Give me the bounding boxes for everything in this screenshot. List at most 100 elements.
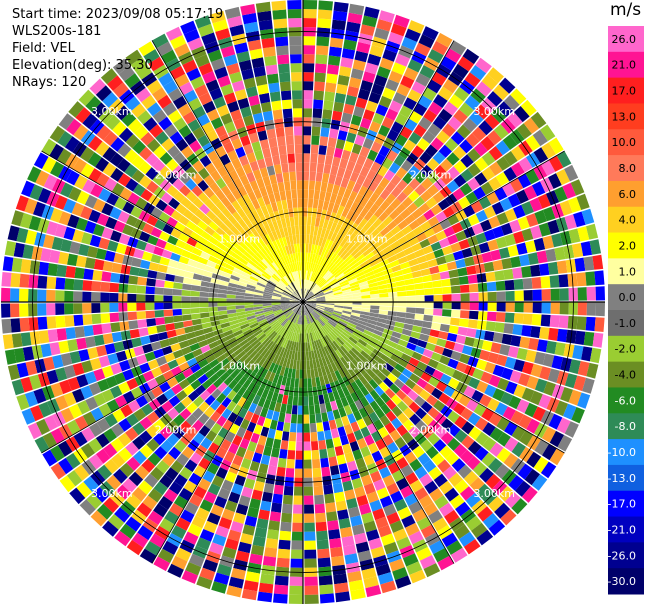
gate	[294, 135, 303, 145]
gate	[90, 183, 104, 198]
gate	[330, 330, 339, 339]
gate	[319, 376, 326, 386]
gate	[165, 26, 183, 41]
gate	[232, 80, 245, 92]
gate	[306, 225, 311, 235]
gate	[125, 214, 138, 227]
gate	[440, 431, 454, 445]
gate	[334, 305, 344, 309]
gate	[401, 431, 414, 444]
gate	[499, 197, 513, 212]
gate	[185, 331, 196, 340]
gate	[291, 90, 302, 100]
gate	[119, 360, 131, 372]
colorbar-swatch	[608, 26, 644, 53]
gate	[306, 314, 310, 324]
gate	[255, 354, 264, 364]
gate	[411, 81, 426, 95]
gate	[80, 146, 95, 163]
gate	[244, 515, 258, 527]
gate	[497, 377, 510, 391]
gate	[192, 407, 204, 420]
gate	[423, 383, 436, 395]
gate	[262, 293, 273, 298]
gate	[313, 286, 321, 294]
gate	[235, 295, 245, 299]
gate	[132, 140, 146, 155]
gate	[251, 489, 263, 501]
gate	[147, 452, 162, 467]
gate	[280, 318, 288, 326]
gate	[499, 77, 516, 94]
gate	[287, 9, 302, 19]
gate	[141, 459, 156, 473]
gate	[321, 283, 330, 290]
gate	[380, 226, 391, 237]
gate	[197, 220, 208, 231]
gate	[227, 15, 243, 28]
gate	[484, 330, 495, 342]
gate	[231, 344, 241, 353]
gate	[293, 292, 300, 299]
gate	[447, 424, 461, 437]
gate	[495, 236, 508, 249]
gate	[204, 418, 216, 430]
gate	[433, 248, 445, 259]
gate	[361, 263, 372, 271]
gate	[59, 475, 76, 493]
gate	[313, 368, 319, 378]
gate	[305, 305, 312, 313]
gate	[383, 541, 399, 555]
gate	[244, 331, 254, 339]
gate	[307, 296, 316, 301]
gate	[239, 274, 250, 281]
gate	[129, 329, 140, 339]
gate	[323, 248, 330, 258]
gate	[102, 147, 117, 162]
gate	[315, 217, 321, 227]
gate	[205, 354, 217, 364]
gate	[157, 331, 168, 341]
gate	[296, 280, 300, 290]
gate	[480, 219, 492, 232]
gate	[395, 167, 408, 179]
gate	[441, 316, 451, 325]
gate	[264, 233, 272, 244]
gate	[95, 85, 112, 102]
gate	[277, 315, 286, 322]
gate	[158, 211, 171, 224]
colorbar-tick-label: 4.0	[619, 214, 637, 227]
gate	[266, 315, 275, 321]
gate	[406, 202, 419, 214]
gate	[384, 388, 396, 399]
gate	[226, 259, 237, 268]
gate	[149, 533, 166, 548]
gate	[193, 486, 207, 499]
gate	[304, 540, 316, 550]
gate	[304, 270, 307, 280]
gate	[305, 342, 309, 352]
gate	[293, 314, 299, 323]
gate	[166, 266, 177, 275]
gate	[359, 396, 370, 408]
gate	[244, 293, 254, 297]
gate	[487, 130, 502, 145]
gate	[156, 393, 169, 406]
gate	[178, 232, 190, 243]
gate	[89, 234, 102, 248]
gate	[282, 255, 289, 265]
gate	[373, 329, 383, 337]
gate	[276, 200, 283, 211]
gate	[326, 146, 335, 157]
gate	[184, 271, 194, 279]
gate	[161, 138, 175, 152]
gate	[536, 250, 548, 264]
gate	[378, 10, 395, 23]
gate	[180, 396, 193, 408]
gate	[96, 213, 109, 227]
colorbar-swatch	[608, 439, 644, 466]
gate	[168, 88, 183, 102]
gate	[332, 437, 342, 448]
gate	[227, 150, 239, 162]
gate	[158, 116, 173, 131]
